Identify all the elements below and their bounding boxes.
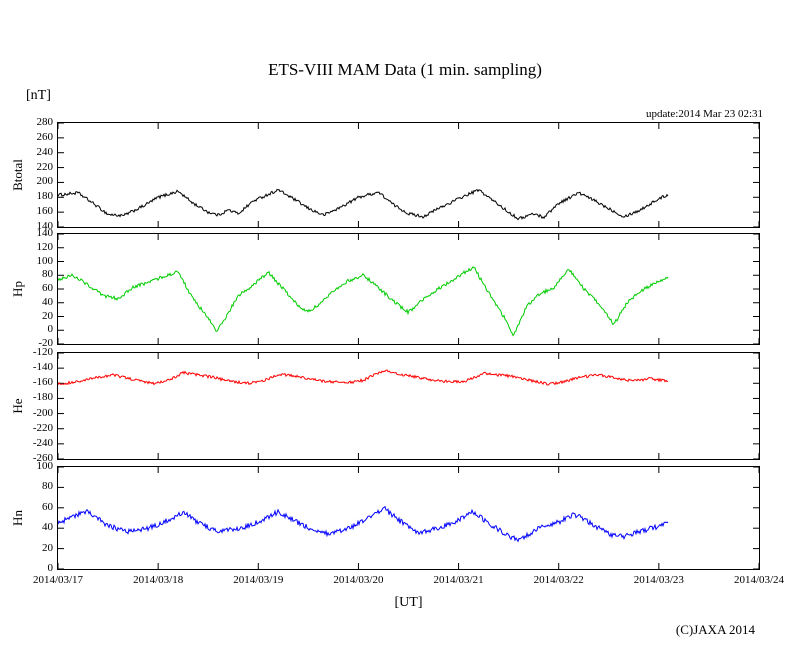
- y-tick-label: 160: [36, 205, 54, 218]
- x-tick-label: 2014/03/20: [333, 574, 384, 586]
- y-tick-label: 60: [42, 500, 53, 513]
- y-tick-label: 120: [36, 240, 54, 253]
- y-tick-label: 280: [36, 116, 54, 128]
- y-tick-label: 260: [36, 130, 54, 143]
- y-tick-label: 100: [36, 254, 54, 267]
- panel-he-plot-area: [57, 352, 760, 460]
- panel-he: He -260 -240 -220 -200 -180 -160 -140 -120: [0, 346, 810, 464]
- y-tick-label: 140: [36, 220, 54, 232]
- panel-hn-svg: [58, 467, 759, 569]
- x-axis-label: [UT]: [394, 595, 423, 610]
- y-tick-label: 40: [42, 521, 53, 534]
- x-tick-label: 2014/03/18: [133, 574, 184, 586]
- data-series-hn: [58, 505, 669, 543]
- x-axis-tick-labels: 2014/03/17 2014/03/18 2014/03/19 2014/03/20…: [0, 574, 810, 590]
- y-tick-label: 60: [42, 282, 53, 294]
- panel-btotal: Btotal 140 160 180 200 220 240 260 280: [0, 116, 810, 232]
- y-tick-label: -220: [32, 421, 53, 434]
- y-tick-label: 180: [36, 190, 54, 203]
- chart-title: ETS-VIII MAM Data (1 min. sampling): [268, 60, 542, 79]
- x-tick-label: 2014/03/21: [433, 574, 484, 586]
- y-tick-label: -200: [32, 406, 53, 419]
- panel-he-svg: [58, 353, 759, 459]
- x-tick-label: 2014/03/24: [733, 574, 785, 586]
- y-tick-label: 80: [42, 268, 53, 281]
- y-tick-label: 0: [47, 562, 54, 574]
- y-tick-label: -260: [32, 452, 53, 464]
- y-tick-label: 140: [36, 227, 54, 239]
- y-tick-label: -160: [32, 376, 53, 389]
- panel-hp-svg: [58, 234, 759, 344]
- x-tick-label: 2014/03/22: [533, 574, 584, 586]
- y-tick-label: -180: [32, 391, 53, 404]
- y-tick-label: 200: [36, 175, 54, 188]
- x-tick-label: 2014/03/17: [32, 574, 84, 586]
- y-tick-label: 20: [42, 309, 53, 322]
- panel-stack: Btotal 140 160 180 200 220 240 260 280 Hp -20 0 2…: [0, 116, 810, 574]
- y-tick-label: 40: [42, 295, 53, 308]
- panel-btotal-plot-area: [57, 122, 760, 228]
- panel-hn-plot-area: [57, 466, 760, 570]
- copyright-label: (C)JAXA 2014: [675, 622, 755, 637]
- y-tick-label: -20: [38, 337, 53, 349]
- y-tick-label: 80: [42, 480, 53, 493]
- y-tick-label: 20: [42, 541, 53, 554]
- y-axis-unit-label: [nT]: [26, 88, 51, 103]
- update-timestamp: update:2014 Mar 23 02:31: [645, 108, 763, 120]
- panel-btotal-svg: [58, 123, 759, 227]
- y-tick-label: 220: [36, 160, 54, 173]
- y-tick-label: 240: [36, 145, 54, 158]
- panel-hp: Hp -20 0 20 40 60 80 100 120 140: [0, 227, 810, 349]
- y-tick-label: 100: [36, 460, 54, 472]
- x-tick-label: 2014/03/23: [633, 574, 684, 586]
- data-series-he: [58, 369, 669, 386]
- data-series-hp: [58, 266, 669, 337]
- x-tick-label: 2014/03/19: [233, 574, 284, 586]
- panel-hn: Hn 0 20 40 60 80 100: [0, 460, 810, 574]
- y-tick-label: 0: [47, 323, 54, 336]
- y-tick-label: -240: [32, 436, 53, 449]
- y-tick-label: -140: [32, 361, 53, 374]
- y-tick-label: -120: [32, 346, 53, 358]
- panel-hp-plot-area: [57, 233, 760, 345]
- data-series-btotal: [58, 188, 669, 221]
